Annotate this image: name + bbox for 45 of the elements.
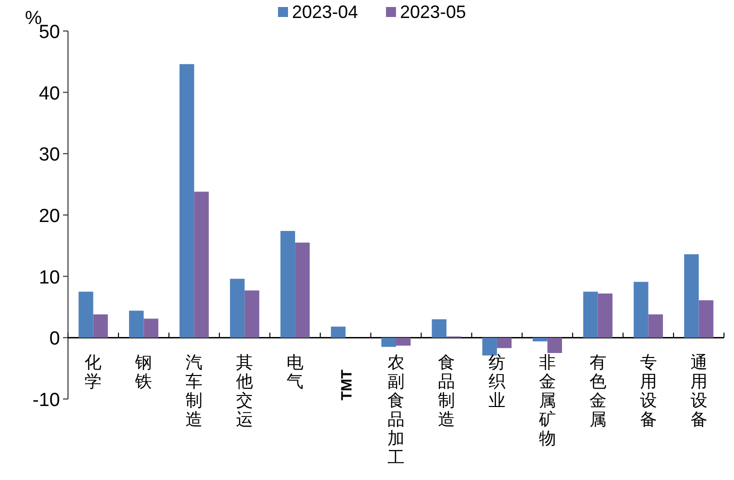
bar	[598, 294, 612, 338]
bar	[194, 192, 209, 338]
x-tick-label: 钢铁	[134, 353, 152, 391]
y-tick-label: 40	[38, 83, 60, 104]
bar	[230, 278, 245, 338]
bar	[180, 64, 194, 338]
y-tick-label: 30	[38, 144, 60, 166]
x-tick-label: 农副食品加工	[388, 353, 404, 467]
bar	[684, 254, 699, 338]
bar	[244, 290, 260, 338]
bar	[432, 319, 446, 338]
x-tick-label: 食品制造	[438, 353, 455, 429]
bar	[93, 314, 108, 338]
legend-label: 2023-05	[400, 2, 466, 22]
bar	[78, 292, 94, 338]
bar	[634, 282, 648, 338]
y-tick-label: 0	[49, 328, 60, 350]
bar	[648, 314, 663, 338]
x-tick-label: 有色金属	[589, 353, 606, 429]
bar	[698, 300, 714, 338]
y-tick-label: 10	[38, 267, 60, 288]
x-tick-label: 汽车制造	[186, 353, 203, 429]
bar	[330, 326, 346, 338]
legend-label: 2023-04	[292, 2, 358, 22]
bar	[583, 292, 598, 338]
bar	[532, 338, 548, 342]
bar	[547, 338, 562, 353]
x-tick-label: TMT	[338, 370, 356, 400]
bar	[280, 230, 296, 338]
x-tick-label: 纺织业	[488, 353, 506, 410]
x-tick-label: 其他交运	[236, 353, 254, 429]
bar	[482, 338, 497, 356]
x-tick-label: 通用设备	[690, 353, 708, 429]
x-tick-label: 专用设备	[640, 353, 657, 429]
x-tick-label: 非金属矿物	[538, 353, 556, 448]
bar	[396, 338, 411, 346]
y-tick-label: 20	[38, 206, 60, 227]
bar	[496, 338, 512, 348]
x-tick-label: 电气	[286, 353, 304, 391]
bar	[144, 318, 158, 338]
bar	[129, 310, 144, 338]
bar	[381, 338, 396, 347]
bar	[295, 242, 310, 338]
x-tick-label: 化学	[84, 353, 102, 391]
y-tick-label: -10	[32, 390, 60, 411]
